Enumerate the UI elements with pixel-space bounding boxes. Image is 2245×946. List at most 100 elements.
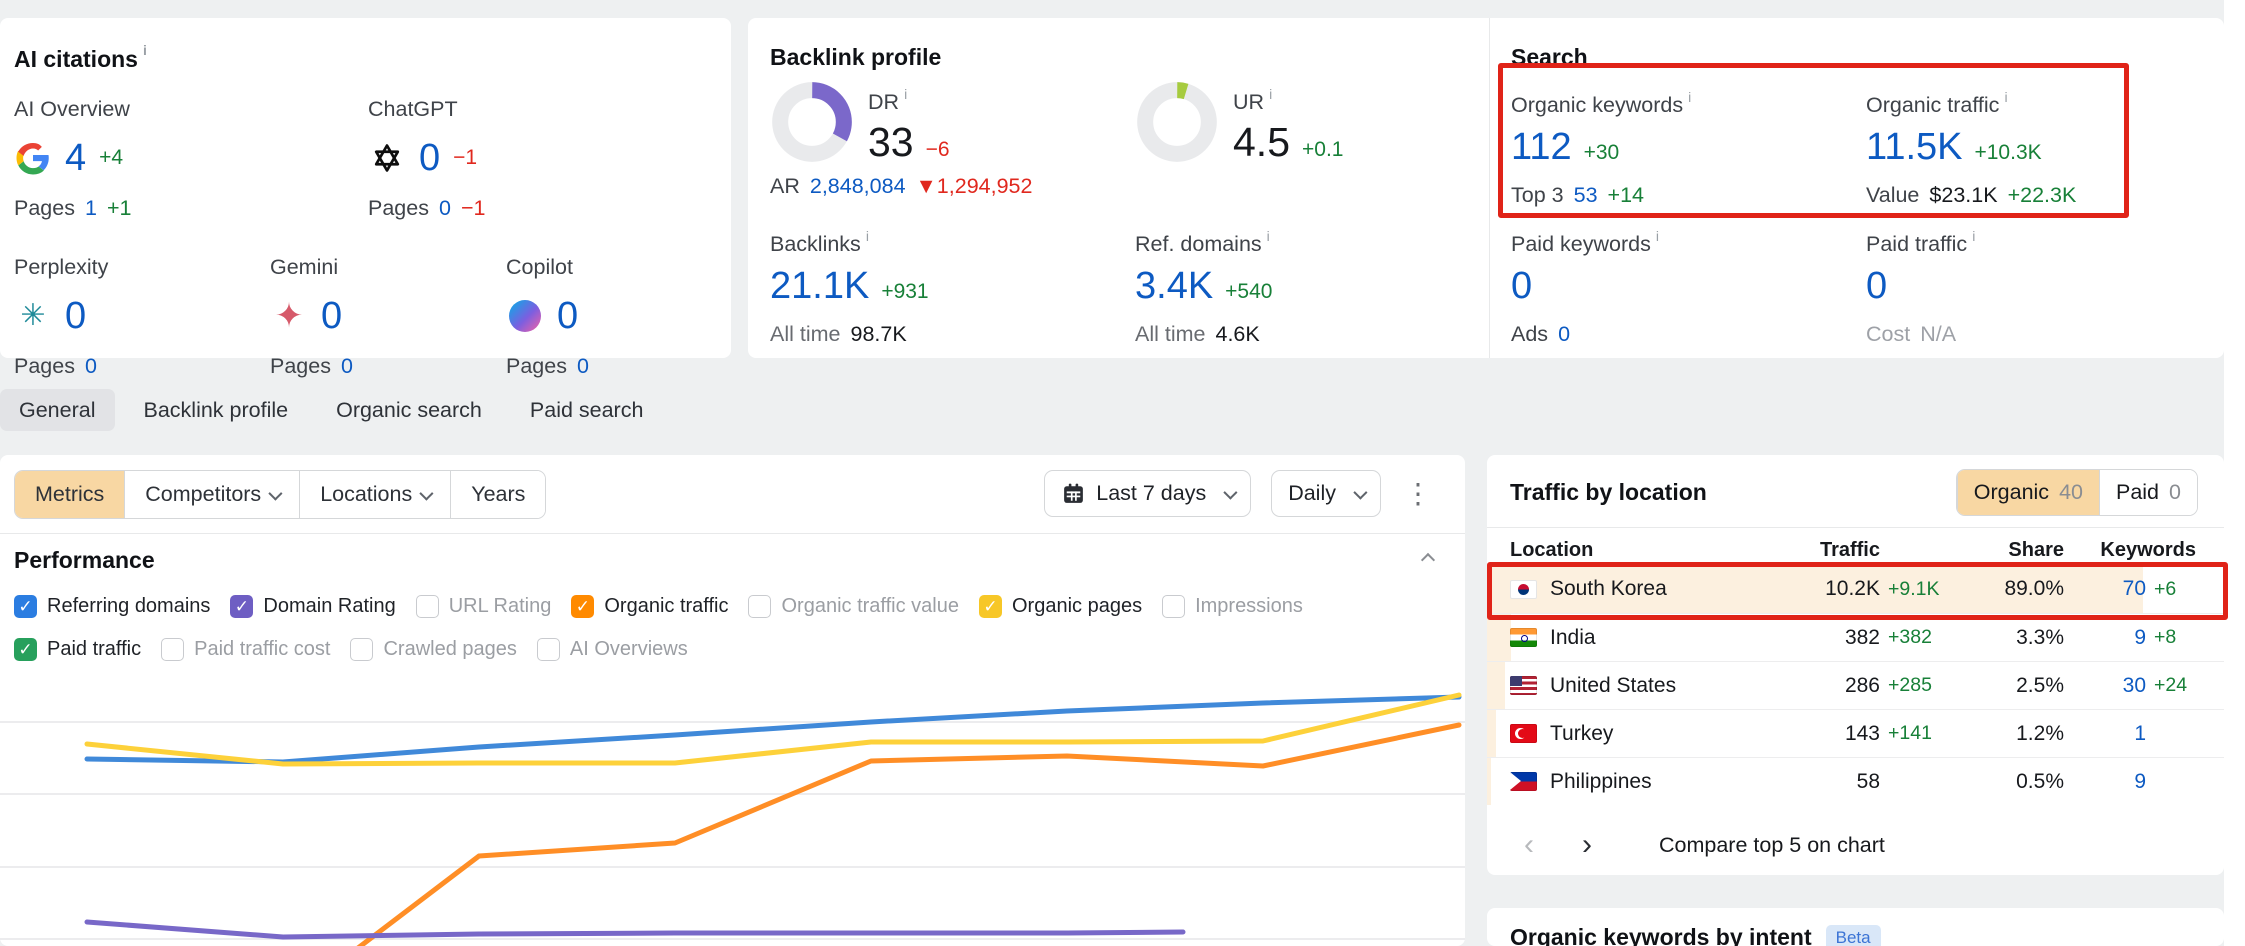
perplexity-pages-value[interactable]: 0 xyxy=(85,354,97,379)
chatgpt-citations-delta: −1 xyxy=(453,146,477,170)
performance-chart[interactable] xyxy=(0,676,1465,946)
paid-traffic-value[interactable]: 0 xyxy=(1866,265,1887,308)
copilot-citations-value[interactable]: 0 xyxy=(557,295,578,338)
toggle-option[interactable]: Paid0 xyxy=(2099,470,2197,515)
metric-checkbox[interactable]: Impressions xyxy=(1162,595,1303,618)
keywords-value[interactable]: 70 xyxy=(2123,577,2146,601)
metric-checkbox[interactable]: Organic traffic value xyxy=(748,595,959,618)
perplexity-icon: ✳ xyxy=(14,297,52,335)
granularity-button[interactable]: Daily xyxy=(1271,470,1381,517)
chatgpt-citations-value[interactable]: 0 xyxy=(419,137,440,180)
ar-value[interactable]: 2,848,084 xyxy=(810,174,906,199)
report-tab[interactable]: Paid search xyxy=(511,389,663,431)
toggle-option[interactable]: Organic40 xyxy=(1957,470,2099,515)
url-rating-block: UR 4.5+0.1 xyxy=(1135,80,1343,166)
next-page-icon[interactable] xyxy=(1567,828,1607,862)
share-bar xyxy=(1487,710,1496,757)
info-icon[interactable] xyxy=(2004,89,2007,105)
organic-traffic-value[interactable]: 11.5K xyxy=(1866,126,1962,169)
keywords-value[interactable]: 9 xyxy=(2134,626,2146,650)
info-icon[interactable] xyxy=(1656,228,1659,244)
info-icon[interactable] xyxy=(1267,228,1270,244)
date-range-button[interactable]: Last 7 days xyxy=(1044,470,1251,517)
metric-checkbox[interactable]: Organic traffic xyxy=(571,595,728,618)
share-bar xyxy=(1487,662,1505,709)
location-table-header: Location Traffic Share Keywords xyxy=(1510,537,2196,563)
metrics-button[interactable]: Metrics xyxy=(15,471,124,518)
top3-value[interactable]: 53 xyxy=(1574,183,1598,208)
copilot-icon xyxy=(506,297,544,335)
chatgpt-icon xyxy=(368,139,406,177)
keywords-by-intent-title: Organic keywords by intent xyxy=(1510,924,1812,946)
location-row[interactable]: South Korea 10.2K+9.1K 89.0% 70+6 xyxy=(1487,565,2224,613)
traffic-by-location-title: Traffic by location xyxy=(1510,479,1707,506)
location-row[interactable]: Turkey 143+141 1.2% 1 xyxy=(1487,709,2224,757)
country-name: Turkey xyxy=(1550,722,1613,746)
location-row[interactable]: Philippines 58 0.5% 9 xyxy=(1487,757,2224,805)
years-button[interactable]: Years xyxy=(450,471,545,518)
chart-controls: Last 7 days Daily xyxy=(1044,470,1435,517)
gemini-pages-value[interactable]: 0 xyxy=(341,354,353,379)
ai-overview-pages-value[interactable]: 1 xyxy=(85,196,97,221)
perplexity-citations-value[interactable]: 0 xyxy=(65,295,86,338)
location-row[interactable]: United States 286+285 2.5% 30+24 xyxy=(1487,661,2224,709)
info-icon[interactable] xyxy=(1688,89,1691,105)
checkbox-icon xyxy=(161,638,184,661)
copilot-pages-value[interactable]: 0 xyxy=(577,354,589,379)
ar-delta: ▼1,294,952 xyxy=(916,174,1033,199)
keywords-value[interactable]: 30 xyxy=(2123,674,2146,698)
locations-button[interactable]: Locations xyxy=(299,471,450,518)
ref-domains-value[interactable]: 3.4K xyxy=(1135,265,1213,308)
metric-checkbox[interactable]: URL Rating xyxy=(416,595,552,618)
keywords-by-intent-card: Organic keywords by intent Beta xyxy=(1487,908,2224,946)
info-icon[interactable] xyxy=(1972,228,1975,244)
info-icon[interactable] xyxy=(904,86,907,102)
backlinks-value[interactable]: 21.1K xyxy=(770,265,869,308)
share-bar xyxy=(1487,614,1511,661)
collapse-chevron-icon[interactable] xyxy=(1421,553,1435,567)
keywords-value[interactable]: 9 xyxy=(2134,770,2146,794)
ai-citations-card: AI citations AI Overview 4 +4 Pages1+1 C… xyxy=(0,18,731,358)
country-flag-icon xyxy=(1510,676,1537,695)
location-table-footer: Compare top 5 on chart xyxy=(1487,815,2224,875)
metric-checkbox[interactable]: Referring domains xyxy=(14,595,210,618)
competitors-button[interactable]: Competitors xyxy=(124,471,299,518)
checkbox-icon xyxy=(537,638,560,661)
metric-checkbox[interactable]: Domain Rating xyxy=(230,595,395,618)
kebab-menu-icon[interactable] xyxy=(1401,477,1435,510)
report-tab[interactable]: Organic search xyxy=(317,389,501,431)
metric-checkbox[interactable]: Crawled pages xyxy=(350,638,516,661)
paid-keywords-stat: Paid keywords 0 Ads0 xyxy=(1511,232,1659,347)
paid-keywords-value[interactable]: 0 xyxy=(1511,265,1532,308)
share-value: 3.3% xyxy=(1952,626,2064,650)
ai-overview-citations-value[interactable]: 4 xyxy=(65,137,86,180)
chatgpt-pages-value[interactable]: 0 xyxy=(439,196,451,221)
keywords-value[interactable]: 1 xyxy=(2134,722,2146,746)
info-icon[interactable] xyxy=(1269,86,1272,102)
organic-keywords-value[interactable]: 112 xyxy=(1511,126,1572,169)
prev-page-icon[interactable] xyxy=(1509,828,1549,862)
ref-domains-stat: Ref. domains 3.4K+540 All time4.6K xyxy=(1135,232,1272,347)
organic-traffic-stat: Organic traffic 11.5K+10.3K Value$23.1K+… xyxy=(1866,93,2076,208)
compare-top5-link[interactable]: Compare top 5 on chart xyxy=(1659,833,1885,858)
metric-checkbox[interactable]: Paid traffic cost xyxy=(161,638,330,661)
google-icon xyxy=(14,139,52,177)
beta-badge: Beta xyxy=(1826,925,1881,946)
report-tab[interactable]: Backlink profile xyxy=(125,389,308,431)
info-icon[interactable] xyxy=(143,42,147,58)
location-row[interactable]: India 382+382 3.3% 9+8 xyxy=(1487,613,2224,661)
dr-value: 33 xyxy=(868,119,914,166)
checkbox-icon xyxy=(1162,595,1185,618)
ads-value[interactable]: 0 xyxy=(1558,322,1570,347)
info-icon[interactable] xyxy=(866,228,869,244)
metric-checkbox[interactable]: Organic pages xyxy=(979,595,1142,618)
ai-citation-ai-overview: AI Overview 4 +4 Pages1+1 xyxy=(14,97,368,221)
share-value: 2.5% xyxy=(1952,674,2064,698)
checkbox-icon xyxy=(14,638,37,661)
gemini-citations-value[interactable]: 0 xyxy=(321,295,342,338)
metric-checkbox[interactable]: AI Overviews xyxy=(537,638,688,661)
metric-checkbox[interactable]: Paid traffic xyxy=(14,638,141,661)
report-tab[interactable]: General xyxy=(0,389,115,431)
country-name: Philippines xyxy=(1550,770,1652,794)
country-flag-icon xyxy=(1510,628,1537,647)
